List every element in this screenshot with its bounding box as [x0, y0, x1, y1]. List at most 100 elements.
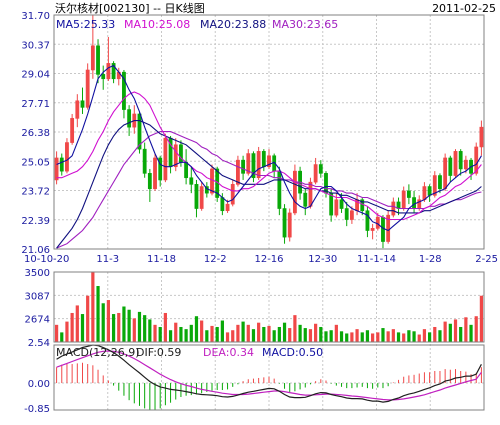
volume-bar — [200, 320, 204, 342]
candle-up — [90, 45, 95, 71]
candle-down — [427, 186, 432, 196]
volume-bar — [236, 324, 240, 342]
candle-down — [365, 210, 370, 231]
candle-down — [458, 151, 463, 170]
candle-up — [443, 157, 448, 190]
volume-bar — [231, 330, 235, 342]
volume-bar — [334, 324, 338, 342]
candle-up — [401, 190, 406, 209]
ma10-line — [56, 91, 482, 221]
legend-macd_title: MACD(12,26,9) — [56, 346, 140, 359]
candle-down — [111, 63, 116, 80]
candle-up — [153, 157, 157, 190]
candle-up — [54, 157, 59, 181]
volume-bar — [339, 331, 344, 342]
legend-ma5: MA5:25.33 — [56, 18, 115, 31]
candle-up — [75, 100, 80, 119]
candle-up — [246, 153, 251, 174]
volume-bar — [453, 319, 458, 342]
candle-up — [199, 186, 204, 209]
volume-bar — [106, 300, 111, 342]
candle-down — [344, 208, 349, 220]
volume-bar — [70, 312, 74, 342]
volume-bar — [417, 334, 421, 342]
volume-bar — [282, 322, 287, 342]
volume-bar — [215, 326, 219, 342]
candle-up — [70, 118, 75, 143]
volume-bar — [194, 316, 199, 342]
candle-down — [147, 173, 152, 190]
candle-down — [406, 190, 411, 198]
volume-bar — [246, 324, 250, 342]
candle-down — [448, 157, 453, 176]
volume-bar — [308, 329, 313, 342]
labels: 沃尔核材[002130] -- 日K线图 2011-02-25 31.70 30.… — [21, 1, 498, 415]
candle-down — [189, 177, 194, 185]
candle-up — [432, 175, 437, 196]
candle-down — [261, 151, 266, 168]
volume-bar — [345, 333, 349, 342]
volume-bar — [464, 317, 468, 342]
candle-up — [292, 170, 297, 214]
volume-bar — [288, 328, 292, 342]
candle-down — [101, 74, 106, 80]
candle-up — [225, 203, 230, 212]
candles — [54, 15, 484, 249]
ma5-line — [56, 64, 482, 232]
volume-bar — [329, 330, 333, 342]
price-tick-label: 29.04 — [21, 70, 50, 81]
macd-panel-frame — [53, 344, 485, 411]
volume-bar — [371, 333, 375, 342]
candle-up — [313, 164, 318, 183]
candle-down — [184, 162, 189, 179]
candle-up — [391, 201, 396, 216]
volume-bar — [54, 324, 59, 342]
volume-bar — [303, 328, 307, 342]
price-tick-label: 30.37 — [21, 40, 50, 51]
volume-tick-label: 2.54 — [28, 338, 50, 349]
candle-down — [127, 109, 132, 128]
volume-bar — [148, 319, 152, 342]
volume-bar — [298, 324, 302, 342]
volume-bar — [86, 295, 90, 342]
date-tick-label: 12-30 — [308, 254, 337, 265]
date-tick-label: 11-1-14 — [357, 254, 396, 265]
legend-dea: DEA:0.34 — [203, 346, 254, 359]
candle-up — [386, 214, 391, 242]
date-tick-label: 11-18 — [147, 254, 176, 265]
candle-down — [282, 208, 287, 238]
volume-bar — [158, 326, 162, 342]
volume-bar — [469, 324, 473, 342]
volume-bar — [293, 315, 297, 342]
macd-tick-label: 0.00 — [28, 379, 50, 390]
volume-bar — [427, 332, 432, 342]
candle-down — [438, 175, 442, 190]
volume-bar — [80, 314, 85, 342]
candle-down — [329, 192, 334, 216]
candle-down — [142, 148, 147, 174]
ma20-line — [56, 120, 482, 249]
panel-frames — [53, 14, 485, 411]
volume-bar — [407, 330, 411, 342]
candle-up — [308, 181, 313, 207]
price-tick-label: 23.72 — [21, 187, 50, 198]
volume-bar — [412, 331, 416, 342]
volume-bar — [277, 326, 281, 342]
candle-down — [80, 100, 85, 108]
candle-down — [96, 45, 100, 75]
candle-up — [474, 146, 479, 174]
price-tick-label: 31.70 — [21, 11, 50, 22]
moving-averages — [56, 64, 482, 249]
macd-tick-label: -0.85 — [24, 404, 50, 415]
volume-bar — [355, 329, 359, 342]
volume-bar — [163, 312, 167, 342]
candle-up — [349, 210, 354, 220]
volume-bar — [137, 311, 142, 342]
candle-up — [479, 126, 484, 148]
chart-date: 2011-02-25 — [432, 2, 496, 15]
legend-ma30: MA30:23.65 — [272, 18, 338, 31]
volume-bar — [132, 318, 136, 342]
legend-ma10: MA10:25.08 — [124, 18, 190, 31]
volume-bar — [257, 322, 261, 342]
